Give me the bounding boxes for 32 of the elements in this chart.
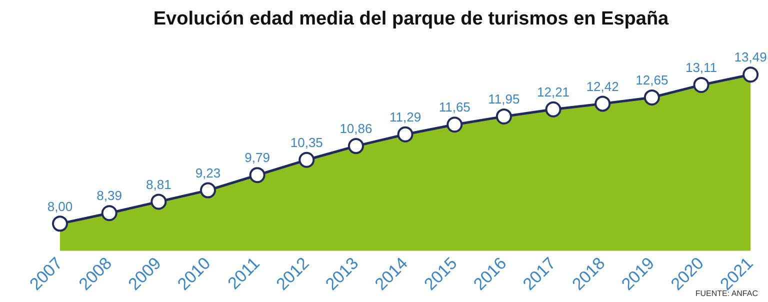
data-label: 8,81 bbox=[146, 176, 172, 192]
point bbox=[348, 138, 364, 154]
data-label: 9,23 bbox=[195, 165, 221, 180]
data-label: 11,65 bbox=[438, 100, 470, 115]
point bbox=[693, 76, 710, 93]
point bbox=[545, 101, 562, 118]
data-label: 11,95 bbox=[488, 92, 520, 107]
data-label: 10,86 bbox=[340, 121, 372, 136]
data-label: 8,39 bbox=[96, 188, 122, 204]
data-label: 12,21 bbox=[536, 84, 570, 100]
data-label: 10,35 bbox=[290, 134, 323, 150]
point bbox=[101, 205, 118, 222]
data-label: 12,65 bbox=[636, 72, 668, 88]
data-label: 9,79 bbox=[244, 150, 270, 166]
point bbox=[644, 89, 660, 106]
point bbox=[742, 66, 759, 83]
data-label: 13,11 bbox=[685, 60, 718, 76]
point bbox=[150, 194, 167, 210]
data-label: 11,29 bbox=[390, 109, 422, 124]
data-label: 8,00 bbox=[47, 198, 73, 214]
point bbox=[594, 96, 611, 112]
point bbox=[200, 182, 216, 198]
point bbox=[446, 116, 463, 133]
data-label: 13,49 bbox=[734, 50, 767, 65]
data-label: 12,42 bbox=[586, 78, 619, 94]
point bbox=[496, 108, 512, 124]
point bbox=[52, 216, 68, 232]
annotation: FUENTE: ANFAC bbox=[695, 289, 758, 298]
point bbox=[298, 152, 315, 168]
point bbox=[249, 167, 266, 184]
point bbox=[397, 126, 414, 142]
chart-title: Evolución edad media del parque de turismos en España bbox=[153, 8, 670, 30]
